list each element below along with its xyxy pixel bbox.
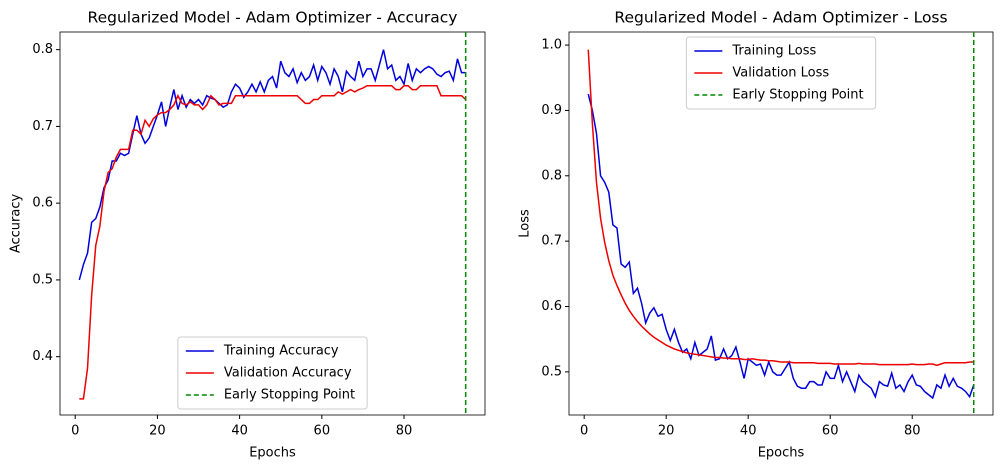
- y-tick-label: 0.8: [32, 42, 53, 57]
- y-tick-label: 0.5: [541, 364, 562, 379]
- x-axis-label: Epochs: [249, 446, 296, 461]
- legend-box: [685, 36, 877, 110]
- y-tick-label: 0.7: [541, 234, 562, 249]
- legend-label: Early Stopping Point: [732, 88, 863, 103]
- data-line: [79, 84, 467, 400]
- legend: Training Loss Validation Loss Early Stoppi…: [685, 36, 877, 110]
- x-tick-label: 20: [658, 424, 675, 439]
- x-tick-label: 20: [149, 424, 166, 439]
- legend-label: Validation Accuracy: [224, 366, 352, 381]
- y-tick-label: 0.9: [541, 103, 562, 118]
- legend-box: [177, 336, 368, 410]
- y-axis-label: Accuracy: [9, 194, 24, 254]
- legend-label: Validation Loss: [732, 66, 829, 81]
- data-line: [78, 49, 466, 281]
- y-tick-label: 1.0: [541, 38, 562, 53]
- x-tick-label: 0: [580, 424, 588, 439]
- x-tick-label: 40: [231, 424, 248, 439]
- y-tick-label: 0.4: [32, 349, 53, 364]
- y-tick-label: 0.7: [32, 119, 53, 134]
- legend-label: Training Loss: [731, 44, 816, 59]
- x-tick-label: 0: [71, 424, 79, 439]
- y-tick-label: 0.8: [541, 168, 562, 183]
- legend-label: Early Stopping Point: [224, 388, 355, 403]
- x-tick-label: 80: [904, 424, 921, 439]
- x-tick-label: 40: [740, 424, 757, 439]
- y-tick-label: 0.5: [32, 272, 53, 287]
- y-axis-label: Loss: [518, 209, 533, 238]
- data-line: [587, 49, 974, 367]
- x-tick-label: 60: [822, 424, 839, 439]
- y-tick-label: 0.6: [32, 196, 53, 211]
- data-line: [587, 93, 975, 400]
- x-tick-label: 80: [396, 424, 413, 439]
- legend: Training Accuracy Validation Accuracy Earl…: [177, 336, 368, 410]
- y-tick-label: 0.6: [541, 299, 562, 314]
- x-tick-label: 60: [314, 424, 331, 439]
- x-axis-label: Epochs: [758, 446, 805, 461]
- chart-title: Regularized Model - Adam Optimizer - Acc…: [88, 9, 458, 27]
- chart-title: Regularized Model - Adam Optimizer - Los…: [614, 9, 947, 27]
- legend-label: Training Accuracy: [223, 344, 339, 359]
